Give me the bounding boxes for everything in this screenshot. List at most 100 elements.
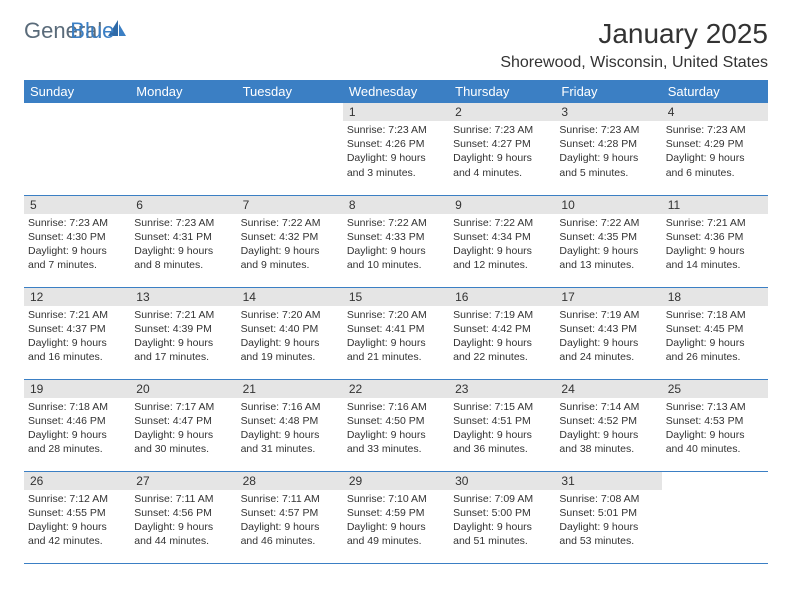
day-detail-line: and 53 minutes.: [559, 534, 655, 548]
day-details: Sunrise: 7:23 AMSunset: 4:31 PMDaylight:…: [130, 214, 236, 277]
day-detail-line: and 3 minutes.: [347, 166, 443, 180]
day-detail-line: and 14 minutes.: [666, 258, 762, 272]
day-detail-line: Daylight: 9 hours: [134, 428, 230, 442]
day-number: 20: [130, 380, 236, 398]
calendar-day-cell: 13Sunrise: 7:21 AMSunset: 4:39 PMDayligh…: [130, 287, 236, 379]
day-detail-line: Sunset: 4:34 PM: [453, 230, 549, 244]
day-detail-line: Sunrise: 7:19 AM: [559, 308, 655, 322]
day-detail-line: and 16 minutes.: [28, 350, 124, 364]
day-detail-line: and 22 minutes.: [453, 350, 549, 364]
day-details: Sunrise: 7:15 AMSunset: 4:51 PMDaylight:…: [449, 398, 555, 461]
day-detail-line: Daylight: 9 hours: [666, 244, 762, 258]
weekday-header: Wednesday: [343, 80, 449, 103]
location: Shorewood, Wisconsin, United States: [500, 54, 768, 72]
day-detail-line: Sunset: 5:01 PM: [559, 506, 655, 520]
day-detail-line: Sunset: 4:51 PM: [453, 414, 549, 428]
calendar-day-cell: 26Sunrise: 7:12 AMSunset: 4:55 PMDayligh…: [24, 471, 130, 563]
weekday-header: Tuesday: [237, 80, 343, 103]
day-detail-line: Daylight: 9 hours: [347, 336, 443, 350]
day-detail-line: Daylight: 9 hours: [559, 336, 655, 350]
calendar-day-cell: 18Sunrise: 7:18 AMSunset: 4:45 PMDayligh…: [662, 287, 768, 379]
day-details: Sunrise: 7:22 AMSunset: 4:32 PMDaylight:…: [237, 214, 343, 277]
calendar-day-cell: [130, 103, 236, 195]
day-details: Sunrise: 7:18 AMSunset: 4:45 PMDaylight:…: [662, 306, 768, 369]
day-number: 7: [237, 196, 343, 214]
day-number: [662, 472, 768, 490]
day-details: Sunrise: 7:10 AMSunset: 4:59 PMDaylight:…: [343, 490, 449, 553]
day-detail-line: Sunrise: 7:23 AM: [453, 123, 549, 137]
day-detail-line: Sunrise: 7:12 AM: [28, 492, 124, 506]
calendar-day-cell: 29Sunrise: 7:10 AMSunset: 4:59 PMDayligh…: [343, 471, 449, 563]
day-detail-line: Sunrise: 7:22 AM: [453, 216, 549, 230]
calendar-day-cell: 15Sunrise: 7:20 AMSunset: 4:41 PMDayligh…: [343, 287, 449, 379]
calendar-day-cell: [662, 471, 768, 563]
weekday-header: Sunday: [24, 80, 130, 103]
calendar-week-row: 1Sunrise: 7:23 AMSunset: 4:26 PMDaylight…: [24, 103, 768, 195]
day-number: 18: [662, 288, 768, 306]
calendar-day-cell: [237, 103, 343, 195]
day-detail-line: and 33 minutes.: [347, 442, 443, 456]
calendar-day-cell: 19Sunrise: 7:18 AMSunset: 4:46 PMDayligh…: [24, 379, 130, 471]
calendar-week-row: 19Sunrise: 7:18 AMSunset: 4:46 PMDayligh…: [24, 379, 768, 471]
calendar-day-cell: 23Sunrise: 7:15 AMSunset: 4:51 PMDayligh…: [449, 379, 555, 471]
day-number: 19: [24, 380, 130, 398]
day-detail-line: Sunrise: 7:22 AM: [347, 216, 443, 230]
day-detail-line: Sunrise: 7:19 AM: [453, 308, 549, 322]
day-detail-line: Daylight: 9 hours: [241, 336, 337, 350]
day-detail-line: Daylight: 9 hours: [559, 428, 655, 442]
day-detail-line: and 4 minutes.: [453, 166, 549, 180]
calendar-day-cell: 22Sunrise: 7:16 AMSunset: 4:50 PMDayligh…: [343, 379, 449, 471]
day-detail-line: and 44 minutes.: [134, 534, 230, 548]
day-number: 12: [24, 288, 130, 306]
title-block: January 2025 Shorewood, Wisconsin, Unite…: [500, 18, 768, 72]
day-detail-line: and 24 minutes.: [559, 350, 655, 364]
day-number: 31: [555, 472, 661, 490]
day-detail-line: Sunset: 4:35 PM: [559, 230, 655, 244]
day-number: 16: [449, 288, 555, 306]
calendar-day-cell: 28Sunrise: 7:11 AMSunset: 4:57 PMDayligh…: [237, 471, 343, 563]
day-detail-line: Daylight: 9 hours: [453, 336, 549, 350]
calendar-week-row: 5Sunrise: 7:23 AMSunset: 4:30 PMDaylight…: [24, 195, 768, 287]
day-details: Sunrise: 7:18 AMSunset: 4:46 PMDaylight:…: [24, 398, 130, 461]
day-details: Sunrise: 7:22 AMSunset: 4:34 PMDaylight:…: [449, 214, 555, 277]
day-detail-line: Daylight: 9 hours: [666, 151, 762, 165]
day-detail-line: Sunset: 4:52 PM: [559, 414, 655, 428]
calendar-table: SundayMondayTuesdayWednesdayThursdayFrid…: [24, 80, 768, 564]
day-detail-line: Sunrise: 7:11 AM: [134, 492, 230, 506]
day-detail-line: Sunset: 4:31 PM: [134, 230, 230, 244]
calendar-day-cell: 30Sunrise: 7:09 AMSunset: 5:00 PMDayligh…: [449, 471, 555, 563]
day-detail-line: and 9 minutes.: [241, 258, 337, 272]
day-number: 24: [555, 380, 661, 398]
logo-text-b: Blue: [70, 18, 114, 44]
day-number: 13: [130, 288, 236, 306]
day-details: Sunrise: 7:21 AMSunset: 4:36 PMDaylight:…: [662, 214, 768, 277]
day-detail-line: Sunset: 4:33 PM: [347, 230, 443, 244]
day-detail-line: Sunrise: 7:21 AM: [666, 216, 762, 230]
day-details: Sunrise: 7:16 AMSunset: 4:48 PMDaylight:…: [237, 398, 343, 461]
day-detail-line: Daylight: 9 hours: [453, 151, 549, 165]
day-detail-line: and 36 minutes.: [453, 442, 549, 456]
day-details: Sunrise: 7:11 AMSunset: 4:57 PMDaylight:…: [237, 490, 343, 553]
calendar-day-cell: 25Sunrise: 7:13 AMSunset: 4:53 PMDayligh…: [662, 379, 768, 471]
day-detail-line: Daylight: 9 hours: [241, 428, 337, 442]
day-detail-line: Daylight: 9 hours: [28, 428, 124, 442]
day-detail-line: Daylight: 9 hours: [666, 336, 762, 350]
calendar-day-cell: 4Sunrise: 7:23 AMSunset: 4:29 PMDaylight…: [662, 103, 768, 195]
day-detail-line: Sunrise: 7:21 AM: [28, 308, 124, 322]
day-detail-line: Daylight: 9 hours: [134, 520, 230, 534]
weekday-header-row: SundayMondayTuesdayWednesdayThursdayFrid…: [24, 80, 768, 103]
day-details: Sunrise: 7:11 AMSunset: 4:56 PMDaylight:…: [130, 490, 236, 553]
day-detail-line: Sunset: 4:39 PM: [134, 322, 230, 336]
calendar-day-cell: 7Sunrise: 7:22 AMSunset: 4:32 PMDaylight…: [237, 195, 343, 287]
day-number: [130, 103, 236, 121]
calendar-week-row: 12Sunrise: 7:21 AMSunset: 4:37 PMDayligh…: [24, 287, 768, 379]
day-detail-line: Daylight: 9 hours: [559, 244, 655, 258]
day-number: 15: [343, 288, 449, 306]
day-number: 11: [662, 196, 768, 214]
day-detail-line: and 5 minutes.: [559, 166, 655, 180]
day-detail-line: and 30 minutes.: [134, 442, 230, 456]
day-details: Sunrise: 7:21 AMSunset: 4:39 PMDaylight:…: [130, 306, 236, 369]
weekday-header: Thursday: [449, 80, 555, 103]
day-number: 27: [130, 472, 236, 490]
day-detail-line: and 51 minutes.: [453, 534, 549, 548]
